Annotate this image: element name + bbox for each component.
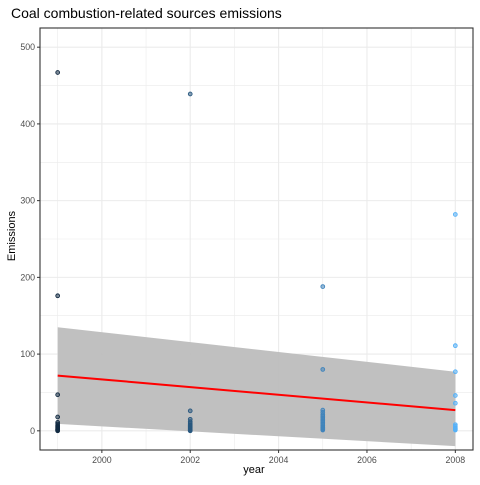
y-tick-label: 300: [20, 196, 35, 206]
y-tick-label: 100: [20, 349, 35, 359]
x-tick-label: 2008: [446, 455, 466, 465]
x-tick-label: 2006: [357, 455, 377, 465]
data-point: [321, 368, 325, 372]
x-tick-label: 2000: [92, 455, 112, 465]
x-axis: 2000 2002 2004 2006 2008: [92, 450, 465, 465]
data-point: [453, 401, 457, 405]
data-point: [56, 415, 60, 419]
data-point: [188, 409, 192, 413]
data-point: [453, 428, 457, 432]
y-tick-label: 200: [20, 272, 35, 282]
data-point: [56, 393, 60, 397]
data-point: [453, 213, 457, 217]
chart-title: Coal combustion-related sources emission…: [11, 5, 282, 21]
x-axis-label: year: [243, 464, 265, 476]
data-point: [56, 429, 60, 433]
data-point: [188, 429, 192, 433]
data-point: [453, 370, 457, 374]
data-point: [56, 71, 60, 75]
y-axis: 0 100 200 300 400 500: [20, 42, 40, 436]
data-point: [321, 285, 325, 289]
data-point: [56, 294, 60, 298]
data-point: [453, 344, 457, 348]
data-point: [188, 92, 192, 96]
y-tick-label: 0: [30, 426, 35, 436]
y-axis-label: Emissions: [6, 210, 18, 261]
y-tick-label: 500: [20, 42, 35, 52]
x-tick-label: 2002: [180, 455, 200, 465]
data-point: [321, 428, 325, 432]
data-point: [453, 394, 457, 398]
y-tick-label: 400: [20, 119, 35, 129]
x-tick-label: 2004: [269, 455, 289, 465]
